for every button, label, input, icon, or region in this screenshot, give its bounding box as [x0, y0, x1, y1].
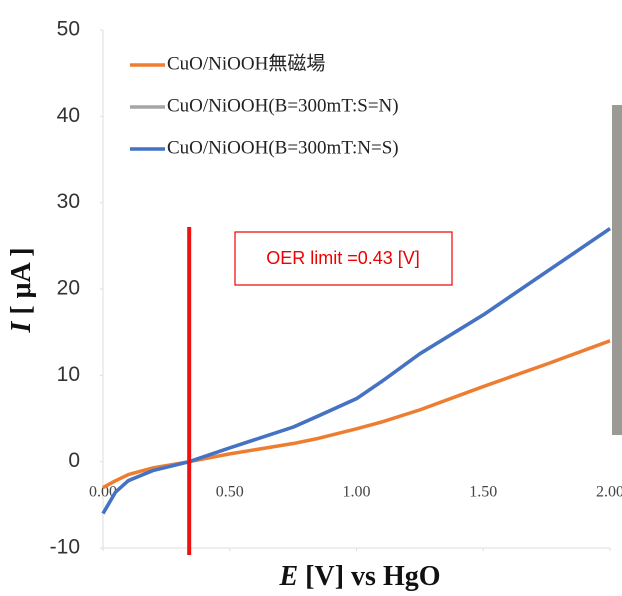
y-tick-label: 20	[57, 277, 80, 300]
x-axis-symbol: E	[278, 561, 298, 592]
x-tick-label: 1.00	[343, 483, 371, 500]
y-tick-label: 10	[57, 363, 80, 386]
y-tick-label: 40	[57, 104, 80, 127]
y-axis-title: I [ μA ]	[6, 247, 37, 333]
background-photo	[612, 105, 622, 435]
y-axis-symbol: I	[6, 321, 37, 334]
series-line	[101, 227, 611, 515]
x-tick-label: 1.50	[469, 483, 497, 500]
y-tick-label: 30	[57, 190, 80, 213]
annotation-box	[234, 231, 453, 286]
y-tick-label: 0	[68, 449, 80, 472]
legend-label: CuO/NiOOH(B=300mT:N=S)	[167, 137, 399, 158]
legend-label: CuO/NiOOH無磁場	[167, 52, 325, 74]
series-line	[102, 339, 611, 490]
x-axis-text: [V] vs HgO	[305, 561, 440, 592]
y-axis-text: [ μA ]	[6, 247, 37, 314]
legend-label: CuO/NiOOH(B=300mT:S=N)	[167, 95, 399, 116]
x-tick-label: 0.50	[216, 483, 244, 500]
annotation: OER limit =0.43 [V]	[266, 248, 420, 268]
x-tick-label: 0.00	[89, 483, 117, 500]
x-tick-label: 2.00	[596, 483, 622, 500]
y-tick-label: -10	[50, 536, 80, 559]
x-axis-title: E [V] vs HgO	[278, 561, 440, 592]
y-tick-label: 50	[57, 18, 80, 41]
